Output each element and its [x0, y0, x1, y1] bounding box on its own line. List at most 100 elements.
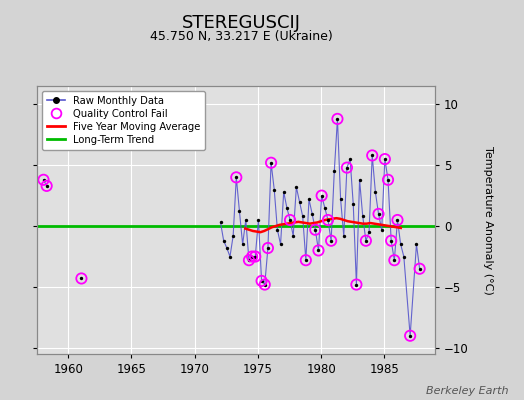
Point — [346, 156, 354, 162]
Text: Berkeley Earth: Berkeley Earth — [426, 386, 508, 396]
Point — [362, 238, 370, 244]
Point — [311, 226, 320, 233]
Point — [260, 281, 269, 288]
Point — [368, 152, 376, 159]
Point — [299, 213, 307, 220]
Point — [352, 281, 361, 288]
Point — [248, 253, 256, 260]
Point — [321, 205, 329, 211]
Point — [42, 183, 51, 189]
Point — [380, 156, 389, 162]
Point — [314, 247, 323, 254]
Point — [270, 186, 278, 193]
Point — [377, 226, 386, 233]
Point — [276, 241, 285, 248]
Point — [412, 241, 421, 248]
Point — [324, 217, 332, 223]
Point — [289, 233, 298, 239]
Legend: Raw Monthly Data, Quality Control Fail, Five Year Moving Average, Long-Term Tren: Raw Monthly Data, Quality Control Fail, … — [42, 91, 205, 150]
Point — [39, 176, 48, 183]
Point — [406, 332, 414, 339]
Point — [374, 211, 383, 217]
Point — [260, 281, 269, 288]
Point — [242, 217, 250, 223]
Point — [352, 281, 361, 288]
Point — [390, 257, 399, 263]
Point — [333, 116, 342, 122]
Point — [223, 245, 231, 251]
Point — [305, 196, 313, 202]
Point — [42, 183, 51, 189]
Point — [384, 176, 392, 183]
Point — [235, 208, 244, 215]
Point — [267, 160, 275, 166]
Point — [340, 233, 348, 239]
Point — [349, 201, 357, 207]
Point — [400, 253, 408, 260]
Point — [229, 233, 237, 239]
Point — [308, 211, 316, 217]
Point — [416, 266, 424, 272]
Point — [311, 226, 320, 233]
Point — [232, 174, 241, 180]
Point — [77, 275, 85, 282]
Point — [77, 275, 85, 282]
Point — [226, 253, 234, 260]
Point — [216, 219, 225, 226]
Point — [368, 152, 376, 159]
Point — [362, 238, 370, 244]
Point — [251, 253, 259, 260]
Point — [254, 217, 263, 223]
Point — [384, 176, 392, 183]
Point — [248, 253, 256, 260]
Point — [330, 168, 339, 174]
Point — [314, 247, 323, 254]
Point — [257, 278, 266, 284]
Point — [264, 245, 272, 251]
Point — [318, 192, 326, 199]
Point — [220, 238, 228, 244]
Point — [302, 257, 310, 263]
Point — [324, 217, 332, 223]
Point — [390, 257, 399, 263]
Point — [39, 176, 48, 183]
Point — [238, 241, 247, 248]
Point — [302, 257, 310, 263]
Point — [318, 192, 326, 199]
Point — [245, 257, 253, 263]
Point — [387, 238, 396, 244]
Point — [232, 174, 241, 180]
Point — [251, 253, 259, 260]
Point — [336, 196, 345, 202]
Point — [267, 160, 275, 166]
Text: 45.750 N, 33.217 E (Ukraine): 45.750 N, 33.217 E (Ukraine) — [150, 30, 332, 43]
Point — [282, 205, 291, 211]
Point — [358, 213, 367, 220]
Point — [286, 217, 294, 223]
Point — [406, 332, 414, 339]
Point — [296, 198, 304, 205]
Point — [327, 238, 335, 244]
Point — [355, 176, 364, 183]
Point — [333, 116, 342, 122]
Point — [327, 238, 335, 244]
Point — [394, 217, 402, 223]
Point — [343, 164, 351, 171]
Point — [380, 156, 389, 162]
Point — [273, 226, 281, 233]
Point — [416, 266, 424, 272]
Point — [387, 238, 396, 244]
Point — [365, 229, 373, 235]
Text: STEREGUSCIJ: STEREGUSCIJ — [181, 14, 301, 32]
Point — [397, 241, 405, 248]
Point — [264, 245, 272, 251]
Point — [371, 189, 379, 195]
Point — [292, 184, 301, 190]
Point — [394, 217, 402, 223]
Point — [257, 278, 266, 284]
Point — [343, 164, 351, 171]
Point — [245, 257, 253, 263]
Point — [286, 217, 294, 223]
Y-axis label: Temperature Anomaly (°C): Temperature Anomaly (°C) — [483, 146, 493, 294]
Point — [374, 211, 383, 217]
